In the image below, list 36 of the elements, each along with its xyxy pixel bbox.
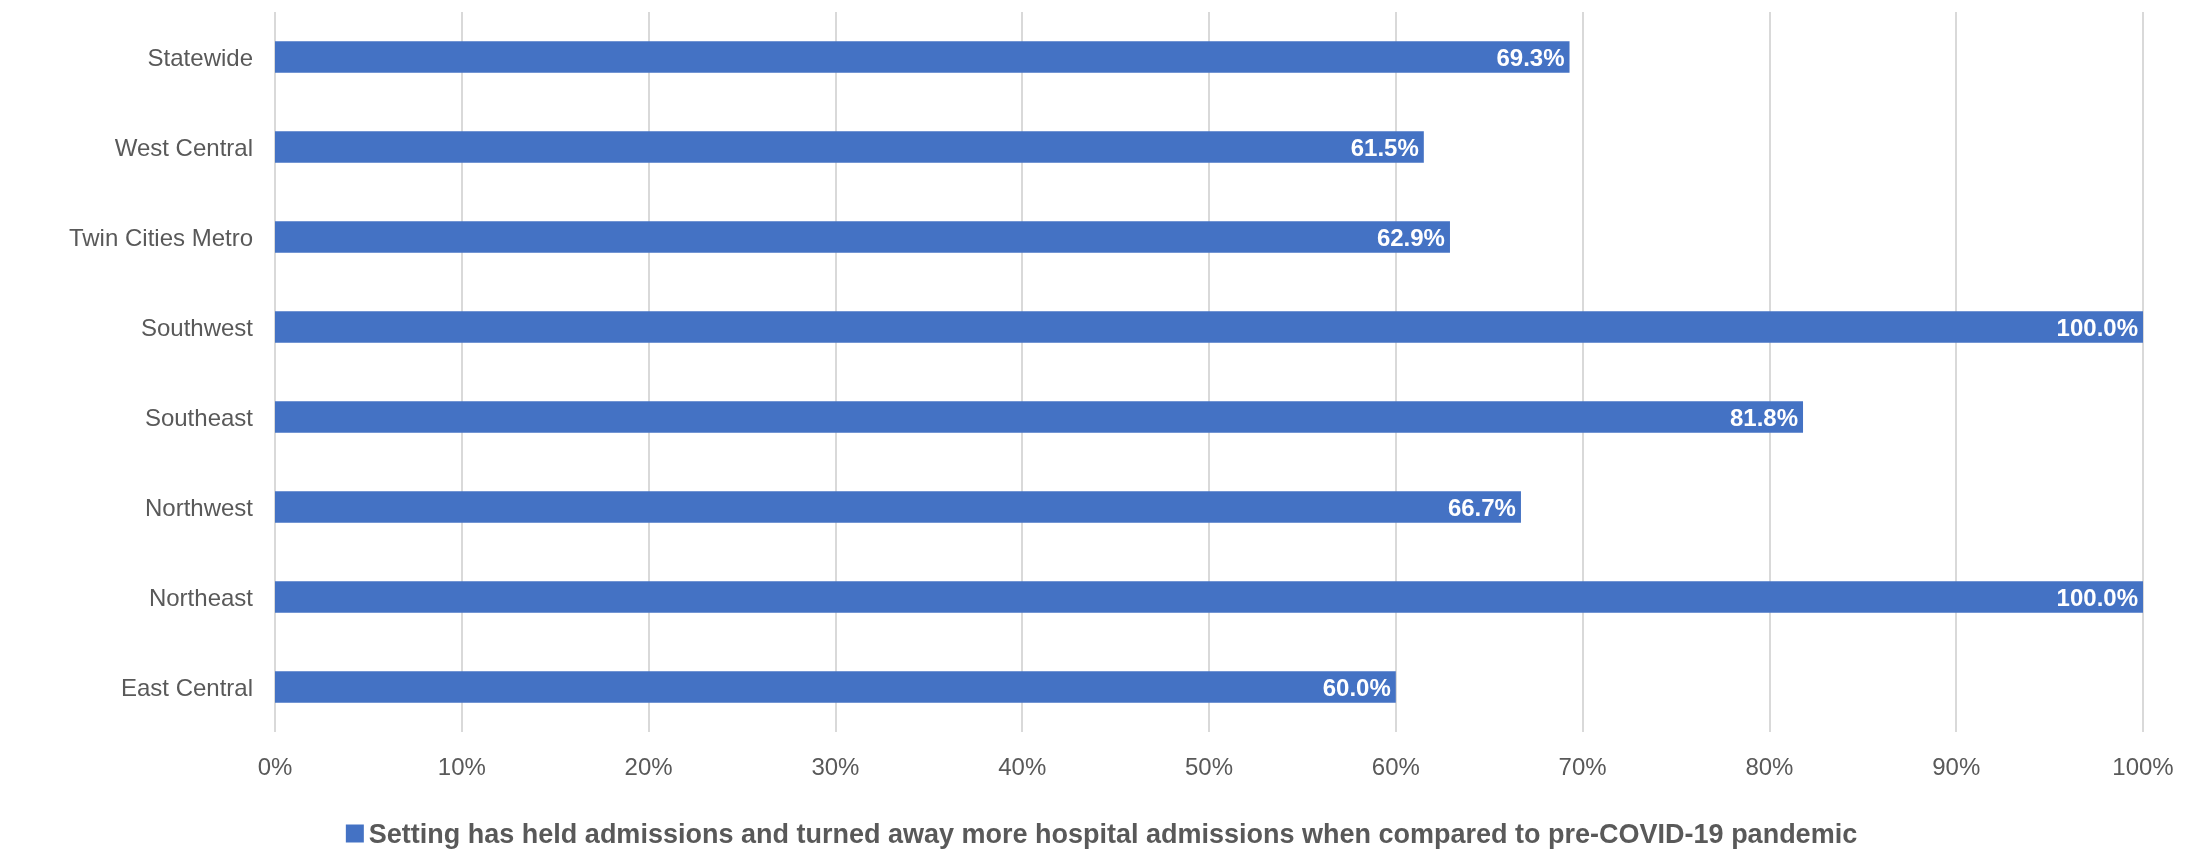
x-tick-label: 30% [811,752,860,780]
data-label: 62.9% [1376,223,1445,251]
x-tick-label: 90% [1932,752,1981,780]
y-tick-label: West Central [114,133,253,161]
x-tick-label: 20% [624,752,673,780]
data-label: 69.3% [1496,43,1565,71]
bar [275,581,2143,613]
data-label: 60.0% [1322,673,1391,701]
x-tick-label: 60% [1371,752,1420,780]
y-tick-label: Northeast [148,583,254,611]
data-label: 66.7% [1447,493,1516,521]
data-label: 100.0% [2056,583,2138,611]
x-tick-label: 80% [1745,752,1794,780]
y-tick-label: Southeast [144,403,254,431]
y-tick-label: Southwest [140,313,254,341]
bar [275,311,2143,343]
bar [275,491,1521,523]
x-tick-label: 50% [1184,752,1234,780]
x-tick-label: 100% [2112,752,2174,780]
x-tick-label: 40% [998,752,1047,780]
bar [275,41,1570,73]
data-label: 81.8% [1729,403,1799,431]
bar [275,401,1804,433]
data-label: 61.5% [1350,133,1419,161]
x-tick-label: 10% [437,752,486,780]
y-tick-label: East Central [120,673,253,701]
bar [275,671,1396,703]
legend-label: Setting has held admissions and turned away more hospital admissions when compared to pre-COVID-19 pandemic [368,818,1858,849]
x-tick-label: 0% [257,752,293,780]
bar [275,131,1424,163]
bar [275,221,1450,253]
y-tick-label: Northwest [144,493,254,521]
y-tick-label: Twin Cities Metro [68,223,253,251]
x-tick-label: 70% [1558,752,1607,780]
y-tick-label: Statewide [147,43,253,71]
data-label: 100.0% [2056,313,2138,341]
